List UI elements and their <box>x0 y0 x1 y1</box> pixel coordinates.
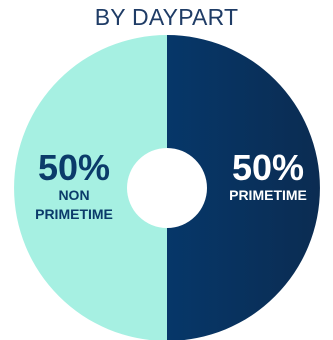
chart-title: BY DAYPART <box>94 4 239 30</box>
slice-non-primetime <box>14 35 167 340</box>
slice-non-primetime-name-label: PRIMETIME <box>35 206 113 222</box>
slice-non-primetime-name-label: NON <box>58 187 89 203</box>
slice-primetime-name-label: PRIMETIME <box>229 187 307 203</box>
slice-non-primetime-percent-label: 50% <box>38 147 110 188</box>
donut-hole <box>127 148 207 228</box>
slice-primetime <box>167 35 320 340</box>
slice-primetime-percent-label: 50% <box>232 147 304 188</box>
